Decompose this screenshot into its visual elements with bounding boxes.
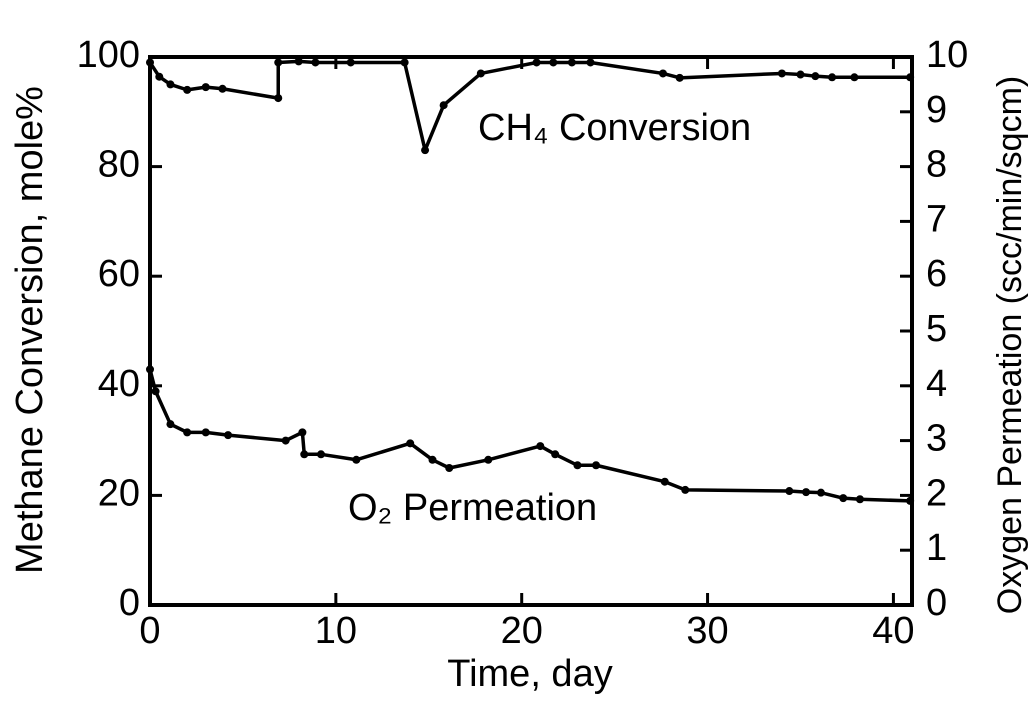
data-point bbox=[811, 72, 820, 81]
data-point bbox=[294, 57, 303, 66]
data-point bbox=[151, 387, 160, 396]
data-point bbox=[224, 431, 233, 440]
y2-tick-label: 7 bbox=[926, 198, 947, 240]
data-point bbox=[816, 488, 825, 497]
y-axis-label: Methane Conversion, mole% bbox=[9, 86, 51, 574]
data-point bbox=[400, 58, 409, 67]
line bbox=[148, 368, 911, 503]
y-tick-label: 100 bbox=[77, 34, 140, 76]
data-point bbox=[281, 436, 290, 445]
data-point bbox=[346, 58, 355, 67]
data-point bbox=[311, 58, 320, 67]
data-point bbox=[828, 73, 837, 82]
data-point bbox=[573, 461, 582, 470]
data-point bbox=[839, 494, 848, 503]
y2-tick-label: 6 bbox=[926, 253, 947, 295]
data-point bbox=[201, 428, 210, 437]
data-point bbox=[802, 488, 811, 497]
y-tick-label: 60 bbox=[98, 253, 140, 295]
y2-tick-label: 8 bbox=[926, 144, 947, 186]
data-point bbox=[155, 72, 164, 81]
data-point bbox=[855, 495, 864, 504]
y2-tick-label: 5 bbox=[926, 308, 947, 350]
x-tick-label: 10 bbox=[315, 610, 357, 652]
annotation: CH₄ Conversion bbox=[478, 107, 751, 149]
annotation: O₂ Permeation bbox=[348, 487, 597, 529]
x-tick-label: 30 bbox=[686, 610, 728, 652]
data-point bbox=[532, 58, 541, 67]
data-point bbox=[183, 428, 192, 437]
data-point bbox=[586, 58, 595, 67]
data-point bbox=[146, 365, 154, 374]
x-tick-label: 40 bbox=[872, 610, 914, 652]
x-axis-label: Time, day bbox=[447, 653, 612, 695]
data-point bbox=[777, 69, 786, 78]
data-point bbox=[551, 450, 560, 459]
data-point bbox=[316, 450, 325, 459]
data-point bbox=[298, 428, 307, 437]
data-point bbox=[166, 420, 175, 429]
data-point bbox=[428, 455, 437, 464]
data-point bbox=[796, 70, 805, 79]
y2-tick-label: 4 bbox=[926, 363, 947, 405]
data-point bbox=[660, 477, 669, 486]
data-point bbox=[183, 85, 192, 94]
data-point bbox=[421, 146, 430, 155]
data-point bbox=[785, 487, 794, 496]
y-tick-label: 0 bbox=[119, 582, 140, 624]
data-point bbox=[439, 101, 448, 110]
data-point bbox=[445, 464, 454, 472]
y2-tick-label: 0 bbox=[926, 582, 947, 624]
y-tick-label: 20 bbox=[98, 472, 140, 514]
x-tick-label: 0 bbox=[139, 610, 160, 652]
data-point bbox=[201, 83, 210, 92]
y2-tick-label: 2 bbox=[926, 472, 947, 514]
x-tick-label: 20 bbox=[501, 610, 543, 652]
y-tick-label: 40 bbox=[98, 363, 140, 405]
data-point bbox=[658, 69, 667, 78]
data-point bbox=[906, 496, 915, 505]
data-point bbox=[906, 73, 915, 82]
y2-axis-label: Oxygen Permeation (scc/min/sqcm) bbox=[991, 76, 1029, 615]
y2-tick-label: 3 bbox=[926, 418, 947, 460]
data-point bbox=[166, 80, 175, 89]
data-point bbox=[681, 485, 690, 494]
data-point bbox=[567, 58, 576, 67]
y2-tick-label: 9 bbox=[926, 89, 947, 131]
data-point bbox=[675, 73, 684, 82]
data-point bbox=[274, 58, 283, 67]
y-tick-label: 80 bbox=[98, 144, 140, 186]
data-point bbox=[146, 58, 154, 67]
data-point bbox=[850, 73, 859, 82]
data-point bbox=[218, 84, 227, 93]
y2-tick-label: 1 bbox=[926, 527, 947, 569]
data-point bbox=[406, 439, 415, 448]
data-point bbox=[549, 58, 558, 67]
data-point bbox=[592, 461, 601, 470]
data-point bbox=[274, 94, 283, 103]
data-point bbox=[536, 442, 545, 451]
data-point bbox=[476, 69, 485, 78]
data-point bbox=[352, 455, 361, 464]
data-point bbox=[300, 450, 309, 459]
y2-tick-label: 10 bbox=[926, 34, 968, 76]
data-point bbox=[484, 455, 493, 464]
